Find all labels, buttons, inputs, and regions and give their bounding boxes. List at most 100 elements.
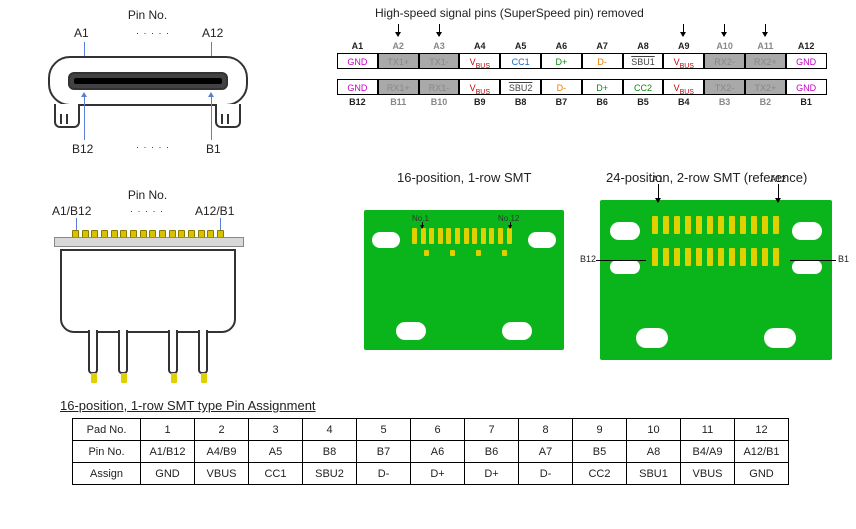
pcb-pad xyxy=(762,248,768,266)
rem-hdr: A3 xyxy=(419,39,460,53)
removed-table: A1A2A3A4A5A6A7A8A9A10A11A12GNDTX1+TX1-VB… xyxy=(337,39,827,109)
r-slot-mr xyxy=(792,260,822,274)
asg-cell: B5 xyxy=(573,441,627,463)
rem-hdr: A12 xyxy=(786,39,827,53)
pcb-pad xyxy=(663,216,669,234)
r-lbl-a1: A1 xyxy=(652,174,663,184)
label-a1b12: A1/B12 xyxy=(52,204,91,218)
rem-hdr: A9 xyxy=(663,39,704,53)
asg-hdr: 5 xyxy=(357,419,411,441)
connector-side-view: Pin No. A1/B12 · · · · · A12/B1 xyxy=(30,188,265,398)
rem-cell: TX1- xyxy=(419,53,460,69)
pcb-no12: No.12 xyxy=(498,214,519,223)
rem-cell: SBU2 xyxy=(500,79,541,95)
pcb-no1: No.1 xyxy=(412,214,429,223)
asg-hdr: 12 xyxy=(735,419,789,441)
r-lbl-a12: A12 xyxy=(770,174,786,184)
asg-cell: SBU2 xyxy=(303,463,357,485)
asg-hdr: 1 xyxy=(141,419,195,441)
rem-hdr: A10 xyxy=(704,39,745,53)
slot-bl xyxy=(396,322,426,340)
arrow-b12-head xyxy=(81,92,87,97)
r-arr-a12 xyxy=(778,184,779,202)
pcb-pad xyxy=(652,216,658,234)
pcb-pad xyxy=(438,228,443,244)
rem-cell: CC1 xyxy=(500,53,541,69)
rem-cell: GND xyxy=(337,53,378,69)
asg-cell: CC2 xyxy=(573,463,627,485)
asg-cell: A1/B12 xyxy=(141,441,195,463)
rem-cell: VBUS xyxy=(663,79,704,95)
asg-hdr: 6 xyxy=(411,419,465,441)
asg-hdr: Pad No. xyxy=(73,419,141,441)
asg-cell: Assign xyxy=(73,463,141,485)
rem-hdr: A7 xyxy=(582,39,623,53)
pcb-pad xyxy=(455,228,460,244)
rem-cell: RX1- xyxy=(419,79,460,95)
rem-hdr: B1 xyxy=(786,95,827,109)
side-leg-2 xyxy=(118,330,128,374)
rem-cell: TX1+ xyxy=(378,53,419,69)
rem-cell: VBUS xyxy=(663,53,704,69)
arrow-b1-head xyxy=(208,92,214,97)
pin-no-title: Pin No. xyxy=(30,8,265,22)
dots-top: · · · · · xyxy=(136,28,170,38)
pcb-pad xyxy=(421,228,426,244)
pcb-pad xyxy=(498,228,503,244)
label-b1: B1 xyxy=(206,142,221,156)
asg-hdr: 8 xyxy=(519,419,573,441)
connector-front-view: Pin No. A1 · · · · · A12 B12 · · · · · B… xyxy=(30,8,265,178)
pcb-pad xyxy=(696,216,702,234)
pcb-pad xyxy=(429,228,434,244)
r-slot-br xyxy=(764,328,796,348)
asg-hdr: 11 xyxy=(681,419,735,441)
pcb-pad xyxy=(751,216,757,234)
pcb-pad xyxy=(507,228,512,244)
rem-hdr: B7 xyxy=(541,95,582,109)
side-mount-plate xyxy=(54,237,244,247)
rem-cell: VBUS xyxy=(459,79,500,95)
assignment-table: Pad No.123456789101112Pin No.A1/B12A4/B9… xyxy=(72,418,789,485)
asg-cell: D- xyxy=(519,463,573,485)
rem-cell: D+ xyxy=(582,79,623,95)
rem-cell: GND xyxy=(337,79,378,95)
asg-hdr: 7 xyxy=(465,419,519,441)
asg-cell: D- xyxy=(357,463,411,485)
rem-cell: TX2- xyxy=(704,79,745,95)
rem-cell: VBUS xyxy=(459,53,500,69)
asg-cell: A12/B1 xyxy=(735,441,789,463)
pcb-pad xyxy=(685,248,691,266)
rem-arrow xyxy=(683,24,684,36)
rem-hdr: A4 xyxy=(459,39,500,53)
rem-hdr: A11 xyxy=(745,39,786,53)
rem-hdr: B4 xyxy=(663,95,704,109)
rem-hdr: A5 xyxy=(500,39,541,53)
asg-cell: B7 xyxy=(357,441,411,463)
asg-cell: GND xyxy=(735,463,789,485)
label-a1: A1 xyxy=(74,26,89,40)
asg-cell: A4/B9 xyxy=(195,441,249,463)
asg-cell: A7 xyxy=(519,441,573,463)
asg-hdr: 10 xyxy=(627,419,681,441)
asg-cell: SBU1 xyxy=(627,463,681,485)
rem-cell: CC2 xyxy=(623,79,664,95)
pcb-pad xyxy=(707,248,713,266)
r-lbl-b12: B12 xyxy=(580,254,596,264)
assignment-title: 16-position, 1-row SMT type Pin Assignme… xyxy=(60,398,316,413)
rem-cell: GND xyxy=(786,53,827,69)
asg-cell: B6 xyxy=(465,441,519,463)
r-slot-tr xyxy=(792,222,822,240)
label-a12: A12 xyxy=(202,26,223,40)
pcb-left: No.1 No.12 xyxy=(364,210,564,350)
pcb-pad xyxy=(707,216,713,234)
r-lbl-b1: B1 xyxy=(838,254,849,264)
pcb-pad xyxy=(674,248,680,266)
rem-cell: D- xyxy=(541,79,582,95)
label-a12b1: A12/B1 xyxy=(195,204,234,218)
arrow-b12-line xyxy=(84,96,85,140)
pcb-right xyxy=(600,200,832,360)
rem-hdr: B11 xyxy=(378,95,419,109)
rem-hdr: A2 xyxy=(378,39,419,53)
pcb-pad xyxy=(696,248,702,266)
pcb-pad xyxy=(685,216,691,234)
